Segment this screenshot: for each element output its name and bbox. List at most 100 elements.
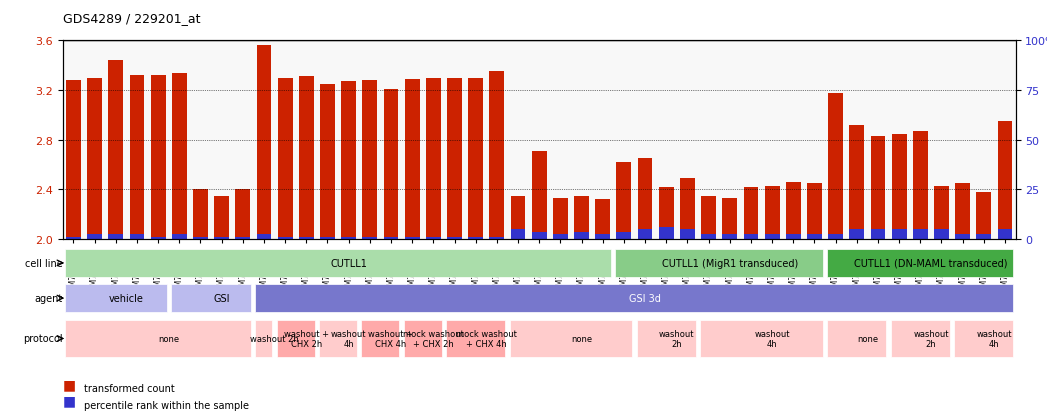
Bar (701, 235, 716, 240)
Bar (892, 230, 907, 240)
Bar (320, 237, 335, 240)
Bar (574, 232, 589, 240)
FancyBboxPatch shape (171, 285, 251, 312)
Bar (553, 235, 567, 240)
Bar (596, 235, 610, 240)
Bar (955, 184, 971, 240)
Bar (617, 232, 631, 240)
Bar (320, 85, 335, 240)
Bar (934, 186, 949, 240)
Bar (193, 237, 208, 240)
Bar (277, 78, 292, 240)
Bar (722, 199, 737, 240)
Text: washout
2h: washout 2h (913, 329, 949, 348)
Text: GSI: GSI (214, 293, 230, 304)
Text: CUTLL1: CUTLL1 (330, 258, 367, 268)
Bar (574, 196, 589, 240)
Bar (722, 235, 737, 240)
Text: protocol: protocol (23, 334, 63, 344)
Bar (638, 159, 652, 240)
Text: transformed count: transformed count (84, 383, 175, 393)
Bar (680, 230, 695, 240)
FancyBboxPatch shape (616, 249, 823, 277)
Bar (998, 122, 1012, 240)
Bar (638, 230, 652, 240)
Bar (489, 237, 505, 240)
Bar (362, 237, 377, 240)
Text: washout
4h: washout 4h (977, 329, 1012, 348)
Text: washout
4h: washout 4h (331, 329, 366, 348)
Bar (701, 196, 716, 240)
Bar (743, 188, 758, 240)
Bar (553, 199, 567, 240)
Bar (468, 78, 483, 240)
Bar (659, 227, 673, 240)
Bar (913, 230, 928, 240)
Bar (786, 235, 801, 240)
Bar (108, 235, 124, 240)
Text: washout +
CHX 4h: washout + CHX 4h (369, 329, 414, 348)
Bar (596, 200, 610, 240)
Bar (257, 46, 271, 240)
Text: ■: ■ (63, 394, 76, 408)
FancyBboxPatch shape (276, 320, 315, 357)
Text: washout
2h: washout 2h (659, 329, 694, 348)
Bar (87, 235, 102, 240)
Text: mock washout
+ CHX 2h: mock washout + CHX 2h (403, 329, 464, 348)
Bar (151, 237, 165, 240)
Bar (849, 230, 864, 240)
Bar (66, 81, 81, 240)
Bar (151, 76, 165, 240)
Bar (130, 235, 144, 240)
FancyBboxPatch shape (827, 249, 1013, 277)
Text: CUTLL1 (DN-MAML transduced): CUTLL1 (DN-MAML transduced) (854, 258, 1007, 268)
Bar (172, 235, 186, 240)
Bar (362, 81, 377, 240)
Bar (680, 179, 695, 240)
Bar (426, 237, 441, 240)
Bar (236, 190, 250, 240)
Bar (447, 237, 462, 240)
Bar (764, 186, 780, 240)
Text: percentile rank within the sample: percentile rank within the sample (84, 400, 249, 410)
Bar (934, 230, 949, 240)
FancyBboxPatch shape (891, 320, 950, 357)
Bar (955, 235, 971, 240)
Text: mock washout
+ CHX 4h: mock washout + CHX 4h (455, 329, 517, 348)
Bar (447, 78, 462, 240)
FancyBboxPatch shape (361, 320, 400, 357)
FancyBboxPatch shape (510, 320, 632, 357)
Bar (277, 237, 292, 240)
Bar (426, 78, 441, 240)
Bar (405, 237, 420, 240)
FancyBboxPatch shape (446, 320, 506, 357)
Bar (977, 192, 992, 240)
Bar (383, 237, 399, 240)
FancyBboxPatch shape (319, 320, 357, 357)
Bar (383, 90, 399, 240)
Bar (764, 235, 780, 240)
Bar (977, 235, 992, 240)
Bar (66, 237, 81, 240)
FancyBboxPatch shape (65, 320, 251, 357)
Bar (511, 230, 526, 240)
Text: agent: agent (35, 293, 63, 304)
Text: cell line: cell line (25, 258, 63, 268)
FancyBboxPatch shape (65, 249, 611, 277)
Bar (172, 74, 186, 240)
Bar (849, 126, 864, 240)
Bar (828, 235, 843, 240)
Bar (468, 237, 483, 240)
Bar (807, 184, 822, 240)
Bar (341, 237, 356, 240)
FancyBboxPatch shape (954, 320, 1013, 357)
Text: washout
4h: washout 4h (754, 329, 789, 348)
FancyBboxPatch shape (827, 320, 887, 357)
Bar (236, 237, 250, 240)
Bar (489, 72, 505, 240)
Bar (405, 80, 420, 240)
Bar (532, 232, 547, 240)
Bar (617, 163, 631, 240)
Bar (215, 196, 229, 240)
Text: none: none (856, 334, 878, 343)
